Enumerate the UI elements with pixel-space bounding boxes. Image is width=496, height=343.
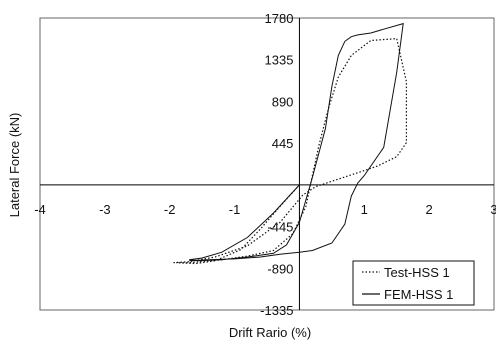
series-line-fem-hss-1 <box>189 22 404 262</box>
y-axis-label: Lateral Force (kN) <box>7 113 22 218</box>
x-tick-label: -4 <box>34 202 46 217</box>
y-tick-label: 1335 <box>265 53 294 68</box>
legend-box <box>352 260 475 306</box>
series-line-test-hss-1 <box>172 37 407 265</box>
series-group <box>172 22 407 265</box>
legend-label-fem: FEM-HSS 1 <box>384 287 453 302</box>
y-tick-label: -445 <box>267 220 293 235</box>
x-axis-label: Drift Rario (%) <box>229 325 311 340</box>
y-tick-label: 1780 <box>265 11 294 26</box>
y-tick-label: 445 <box>272 136 294 151</box>
legend-label-test: Test-HSS 1 <box>384 265 450 280</box>
x-tick-label: 1 <box>361 202 368 217</box>
y-tick-label: -1335 <box>260 303 293 318</box>
x-tick-label: 3 <box>490 202 496 217</box>
plot-area <box>39 17 495 311</box>
x-tick-label: -3 <box>99 202 111 217</box>
y-tick-label: 890 <box>272 94 294 109</box>
y-tick-label: -890 <box>267 261 293 276</box>
x-tick-label: -1 <box>229 202 241 217</box>
tick-labels: -4 -3 -2 -1 1 2 3 1780 1335 890 445 -445 -890 -1335 <box>34 11 496 318</box>
x-tick-label: 2 <box>426 202 433 217</box>
legend: Test-HSS 1 FEM-HSS 1 <box>352 260 475 306</box>
x-tick-label: -2 <box>164 202 176 217</box>
